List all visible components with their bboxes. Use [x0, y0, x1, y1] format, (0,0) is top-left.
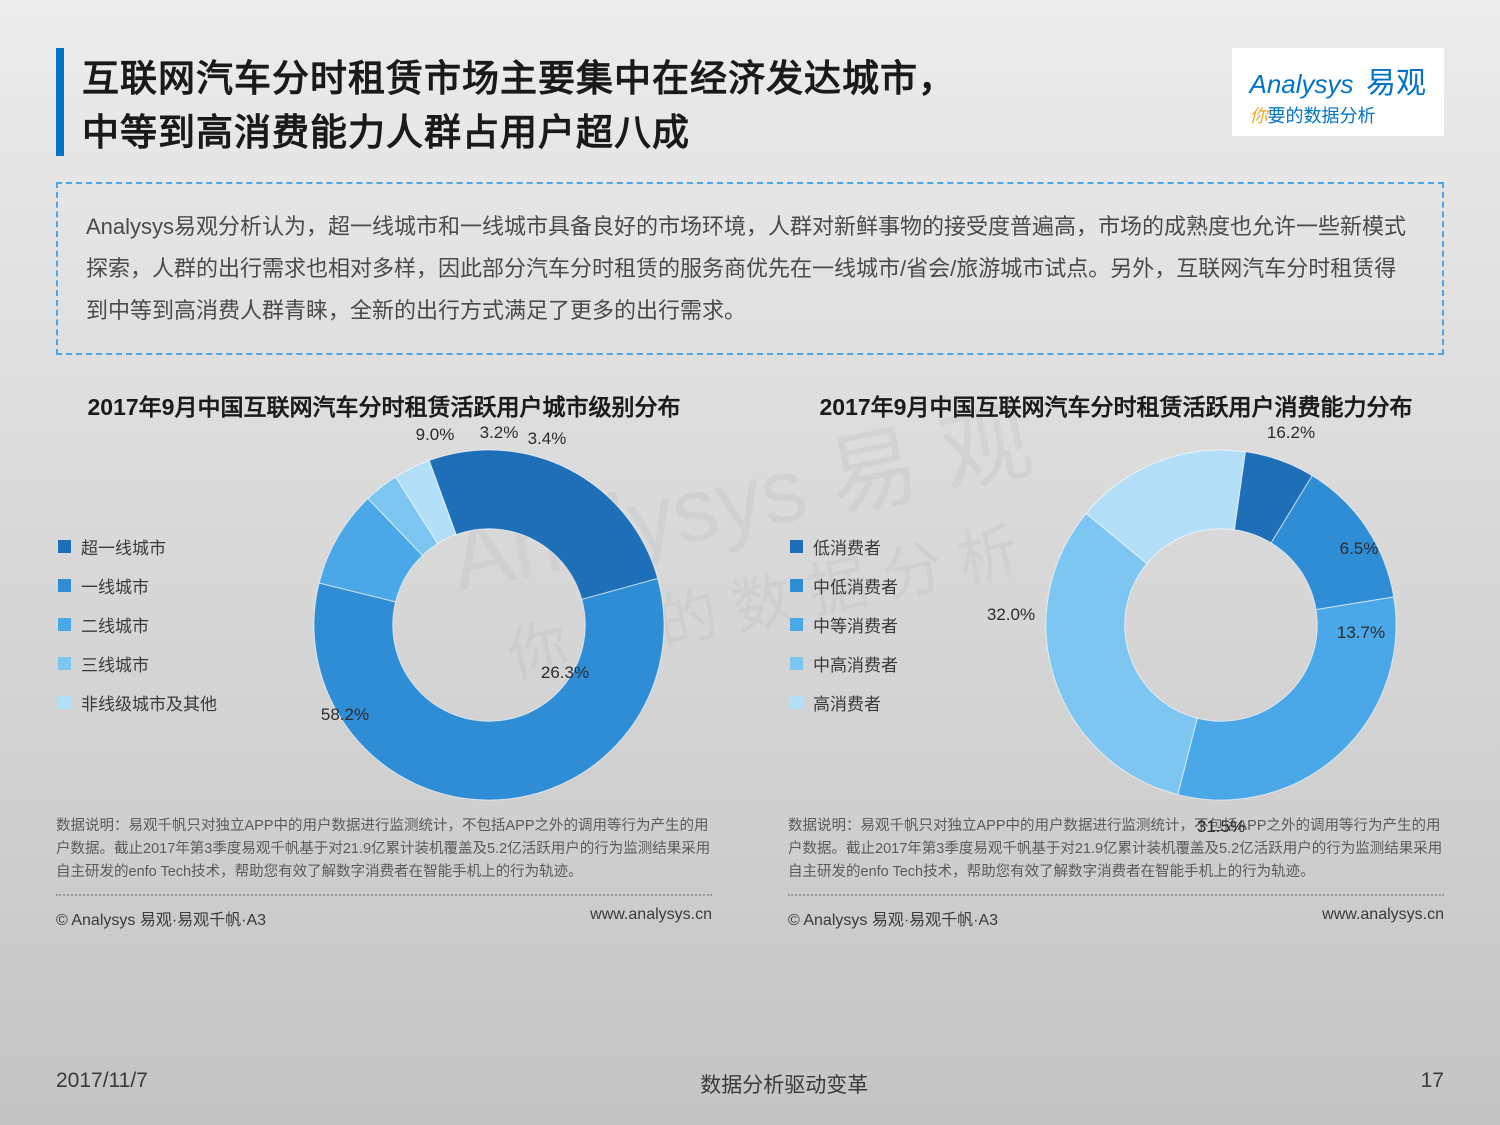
legend-label: 超一线城市 [81, 534, 166, 559]
legend-item: 高消费者 [790, 690, 970, 715]
legend-label: 高消费者 [813, 690, 881, 715]
logo-tagline-accent: 你 [1250, 106, 1268, 126]
donut-value-label: 26.3% [541, 663, 589, 683]
donut-value-label: 13.7% [1337, 623, 1385, 643]
legend-swatch [790, 579, 803, 592]
chart-right-legend: 低消费者中低消费者中等消费者中高消费者高消费者 [760, 520, 970, 729]
logo-brand-cn: 易观 [1366, 58, 1426, 102]
donut-value-label: 32.0% [987, 605, 1035, 625]
donut-value-label: 16.2% [1267, 423, 1315, 443]
legend-swatch [58, 540, 71, 553]
chart-right-footnote: 数据说明：易观千帆只对独立APP中的用户数据进行监测统计，不包括APP之外的调用… [760, 805, 1472, 885]
chart-right-divider [788, 894, 1444, 896]
analysis-box: Analysys易观分析认为，超一线城市和一线城市具备良好的市场环境，人群对新鲜… [56, 182, 1444, 355]
legend-label: 非线级城市及其他 [81, 690, 217, 715]
chart-right-donut: 6.5%13.7%31.5%32.0%16.2% [970, 440, 1472, 810]
chart-left-divider [56, 894, 712, 896]
chart-right-url: www.analysys.cn [1322, 906, 1444, 930]
footer-slogan: 数据分析驱动变革 [700, 1069, 868, 1099]
donut-value-label: 6.5% [1340, 539, 1379, 559]
legend-swatch [790, 540, 803, 553]
chart-left-legend: 超一线城市一线城市二线城市三线城市非线级城市及其他 [28, 520, 238, 729]
donut-slice [429, 450, 658, 599]
chart-right-title: 2017年9月中国互联网汽车分时租赁活跃用户消费能力分布 [760, 390, 1472, 425]
logo-tagline-rest: 要的数据分析 [1268, 106, 1376, 126]
legend-label: 二线城市 [81, 612, 149, 637]
logo-tagline: 你要的数据分析 [1250, 102, 1427, 128]
logo-brand-en: Analysys [1250, 69, 1354, 100]
legend-label: 一线城市 [81, 573, 149, 598]
legend-item: 超一线城市 [58, 534, 238, 559]
legend-item: 三线城市 [58, 651, 238, 676]
legend-item: 非线级城市及其他 [58, 690, 238, 715]
chart-left: 2017年9月中国互联网汽车分时租赁活跃用户城市级别分布 超一线城市一线城市二线… [28, 390, 740, 930]
legend-swatch [790, 696, 803, 709]
legend-label: 三线城市 [81, 651, 149, 676]
chart-left-body: 超一线城市一线城市二线城市三线城市非线级城市及其他 26.3%58.2%9.0%… [28, 445, 740, 805]
charts-row: 2017年9月中国互联网汽车分时租赁活跃用户城市级别分布 超一线城市一线城市二线… [28, 390, 1472, 930]
footer-page: 17 [1421, 1069, 1444, 1099]
donut-slice [314, 578, 664, 800]
legend-item: 一线城市 [58, 573, 238, 598]
chart-left-source-row: © Analysys 易观·易观千帆·A3 www.analysys.cn [28, 902, 740, 930]
donut-value-label: 9.0% [416, 425, 455, 445]
chart-left-title: 2017年9月中国互联网汽车分时租赁活跃用户城市级别分布 [28, 390, 740, 425]
footer: 2017/11/7 数据分析驱动变革 17 [56, 1069, 1444, 1099]
donut-value-label: 3.2% [480, 423, 519, 443]
footer-date: 2017/11/7 [56, 1069, 148, 1099]
donut-svg [304, 440, 674, 810]
donut-slice [1046, 513, 1197, 794]
chart-left-copyright: © Analysys 易观·易观千帆·A3 [56, 906, 266, 930]
legend-swatch [58, 657, 71, 670]
legend-swatch [790, 618, 803, 631]
chart-right-body: 低消费者中低消费者中等消费者中高消费者高消费者 6.5%13.7%31.5%32… [760, 445, 1472, 805]
chart-right-copyright: © Analysys 易观·易观千帆·A3 [788, 906, 998, 930]
legend-item: 二线城市 [58, 612, 238, 637]
legend-swatch [58, 618, 71, 631]
legend-label: 中高消费者 [813, 651, 898, 676]
legend-item: 低消费者 [790, 534, 970, 559]
legend-label: 中等消费者 [813, 612, 898, 637]
legend-swatch [58, 696, 71, 709]
legend-label: 中低消费者 [813, 573, 898, 598]
chart-right-source-row: © Analysys 易观·易观千帆·A3 www.analysys.cn [760, 902, 1472, 930]
legend-item: 中高消费者 [790, 651, 970, 676]
logo: Analysys 易观 你要的数据分析 [1232, 48, 1445, 136]
header: 互联网汽车分时租赁市场主要集中在经济发达城市， 中等到高消费能力人群占用户超八成… [56, 48, 1444, 156]
donut-value-label: 31.5% [1197, 817, 1245, 837]
chart-left-footnote: 数据说明：易观千帆只对独立APP中的用户数据进行监测统计，不包括APP之外的调用… [28, 805, 740, 885]
legend-swatch [58, 579, 71, 592]
legend-item: 中低消费者 [790, 573, 970, 598]
legend-item: 中等消费者 [790, 612, 970, 637]
chart-right: 2017年9月中国互联网汽车分时租赁活跃用户消费能力分布 低消费者中低消费者中等… [760, 390, 1472, 930]
chart-left-donut: 26.3%58.2%9.0%3.2%3.4% [238, 440, 740, 810]
legend-label: 低消费者 [813, 534, 881, 559]
chart-left-url: www.analysys.cn [590, 906, 712, 930]
legend-swatch [790, 657, 803, 670]
donut-value-label: 58.2% [321, 705, 369, 725]
donut-value-label: 3.4% [528, 429, 567, 449]
